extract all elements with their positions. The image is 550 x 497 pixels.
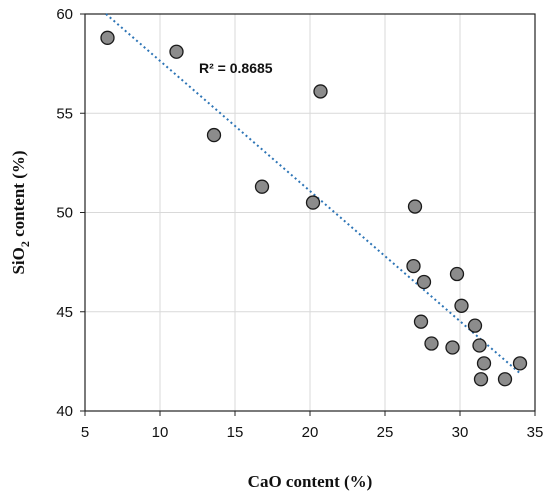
data-point (313, 84, 328, 99)
data-point (449, 266, 465, 282)
data-point (406, 258, 421, 274)
x-tick-label: 15 (227, 424, 244, 441)
grid-lines (84, 13, 536, 412)
x-tick-label: 35 (527, 424, 544, 441)
data-point (467, 318, 483, 333)
trendline (105, 13, 521, 375)
data-point (100, 30, 115, 45)
data-point (407, 199, 423, 214)
y-axis-title-main: SiO (9, 247, 28, 274)
x-tick-label: 10 (152, 424, 169, 441)
y-tick-label: 55 (56, 105, 73, 122)
y-tick-label: 45 (56, 304, 73, 321)
x-tick-label: 20 (302, 424, 319, 441)
x-axis-ticks: 5 10 15 20 25 30 35 (81, 411, 544, 441)
data-point (254, 179, 270, 194)
r-squared-annotation: R² = 0.8685 (199, 60, 273, 76)
data-point (169, 44, 184, 59)
data-point (416, 274, 432, 290)
data-point (472, 338, 487, 353)
x-tick-label: 5 (81, 424, 89, 441)
y-axis-title: SiO2 content (%) (9, 150, 32, 274)
y-axis-ticks: 40 45 50 55 60 (56, 6, 85, 420)
y-tick-label: 40 (56, 403, 73, 420)
data-point (413, 314, 429, 329)
data-point (445, 340, 460, 355)
data-point (476, 356, 492, 371)
data-point (454, 298, 469, 313)
y-axis-title-rest: content (%) (9, 150, 28, 241)
x-axis-title: CaO content (%) (248, 472, 373, 491)
data-points (100, 30, 528, 387)
y-tick-label: 50 (56, 205, 73, 222)
x-tick-label: 25 (377, 424, 394, 441)
data-point (305, 195, 321, 210)
data-point (512, 356, 528, 371)
y-axis-title-subscript: 2 (18, 241, 32, 247)
y-tick-label: 60 (56, 6, 73, 23)
data-point (473, 372, 489, 387)
data-point (206, 127, 222, 143)
x-tick-label: 30 (452, 424, 469, 441)
data-point (424, 336, 439, 351)
data-point (497, 372, 513, 387)
